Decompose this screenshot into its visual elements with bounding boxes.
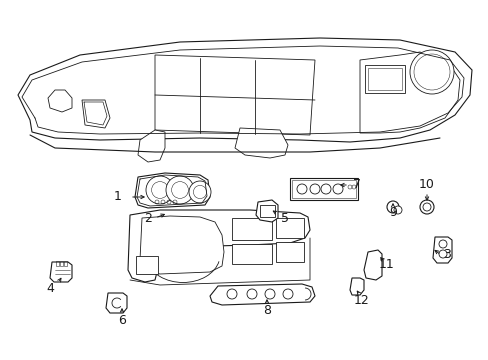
Bar bbox=[260, 205, 274, 217]
Circle shape bbox=[146, 176, 174, 204]
Circle shape bbox=[409, 50, 453, 94]
Circle shape bbox=[320, 184, 330, 194]
Text: 8: 8 bbox=[263, 303, 270, 316]
Polygon shape bbox=[50, 262, 72, 282]
Circle shape bbox=[296, 184, 306, 194]
Bar bbox=[289, 178, 357, 200]
Bar bbox=[136, 256, 158, 274]
Polygon shape bbox=[256, 200, 278, 222]
Text: 3: 3 bbox=[442, 248, 450, 261]
Circle shape bbox=[419, 200, 433, 214]
Bar bbox=[364, 65, 404, 93]
Circle shape bbox=[413, 54, 449, 90]
Polygon shape bbox=[209, 284, 314, 305]
Circle shape bbox=[438, 240, 446, 248]
Bar bbox=[275, 242, 304, 262]
Bar bbox=[367, 68, 401, 90]
Circle shape bbox=[309, 184, 319, 194]
Text: 4: 4 bbox=[46, 282, 54, 294]
Polygon shape bbox=[128, 210, 309, 282]
Text: 10: 10 bbox=[418, 179, 434, 192]
Bar bbox=[231, 218, 271, 240]
Bar bbox=[231, 244, 271, 264]
Polygon shape bbox=[363, 250, 381, 280]
Text: 1: 1 bbox=[114, 190, 122, 203]
Polygon shape bbox=[48, 90, 72, 112]
Circle shape bbox=[438, 250, 446, 258]
Circle shape bbox=[393, 206, 401, 214]
Polygon shape bbox=[106, 293, 127, 313]
Circle shape bbox=[283, 289, 292, 299]
Circle shape bbox=[165, 176, 194, 204]
Polygon shape bbox=[432, 237, 451, 263]
Bar bbox=[56, 261, 59, 266]
Polygon shape bbox=[155, 55, 314, 135]
Bar bbox=[64, 261, 67, 266]
Text: 2: 2 bbox=[144, 211, 152, 225]
Polygon shape bbox=[138, 130, 164, 162]
Polygon shape bbox=[140, 216, 224, 274]
Polygon shape bbox=[349, 278, 363, 295]
Polygon shape bbox=[359, 52, 459, 133]
Polygon shape bbox=[18, 38, 471, 142]
Circle shape bbox=[226, 289, 237, 299]
Text: 6: 6 bbox=[118, 314, 126, 327]
Circle shape bbox=[264, 289, 274, 299]
Text: 9: 9 bbox=[388, 207, 396, 220]
Bar bbox=[275, 218, 304, 238]
Circle shape bbox=[386, 201, 398, 213]
Bar bbox=[60, 261, 63, 266]
Circle shape bbox=[246, 289, 257, 299]
Text: 7: 7 bbox=[352, 179, 360, 192]
Polygon shape bbox=[235, 128, 287, 158]
Polygon shape bbox=[82, 100, 110, 128]
Text: 12: 12 bbox=[353, 293, 369, 306]
Circle shape bbox=[189, 181, 210, 203]
Polygon shape bbox=[135, 173, 209, 208]
Circle shape bbox=[332, 184, 342, 194]
Text: 5: 5 bbox=[281, 211, 288, 225]
Text: 11: 11 bbox=[378, 258, 394, 271]
Bar bbox=[291, 180, 355, 198]
